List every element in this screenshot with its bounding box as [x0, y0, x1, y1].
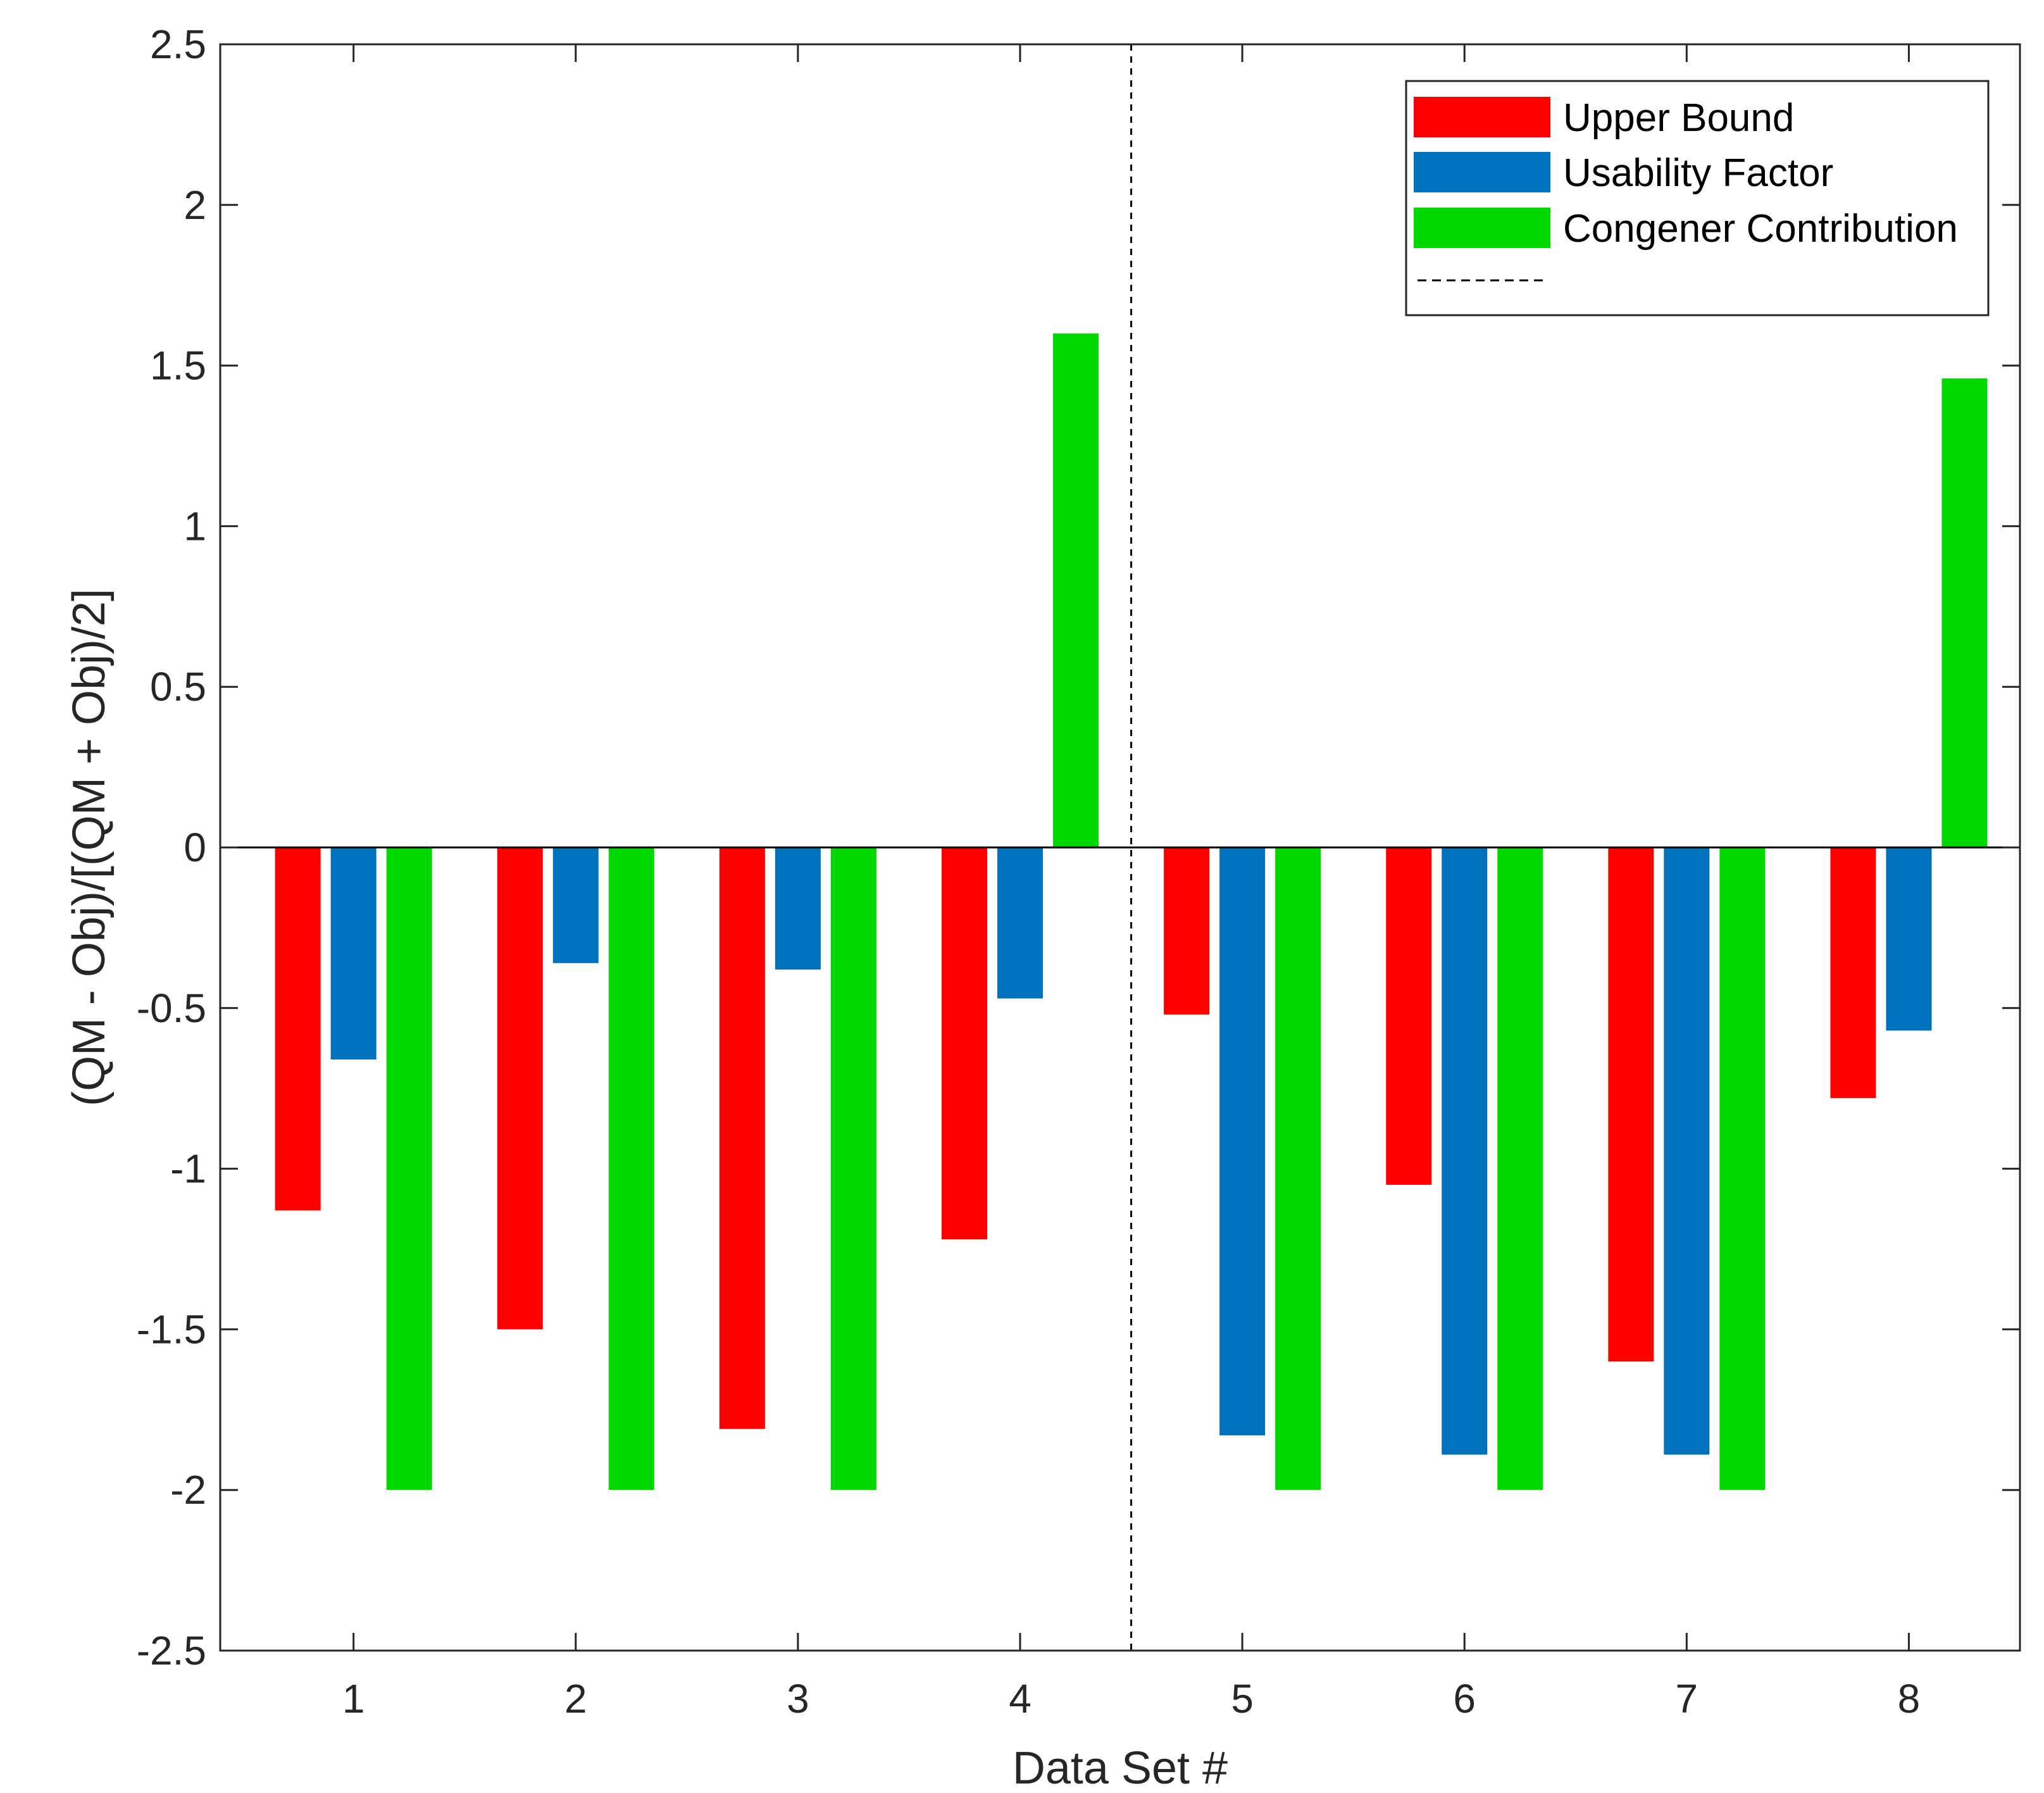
axes-box	[219, 43, 2021, 1652]
bar-usability-factor-3	[775, 847, 821, 970]
x-tick-label: 3	[787, 1676, 809, 1721]
bar-usability-factor-4	[997, 847, 1043, 999]
bar-upper-bound-7	[1608, 847, 1654, 1362]
bar-upper-bound-2	[497, 847, 543, 1330]
y-tick-label: 2	[184, 182, 206, 228]
y-tick-label: -0.5	[137, 985, 206, 1031]
legend-label-upper-bound: Upper Bound	[1563, 96, 1794, 140]
x-tick-label: 2	[564, 1676, 587, 1721]
x-axis-label: Data Set #	[1013, 1743, 1228, 1793]
bar-upper-bound-8	[1830, 847, 1876, 1098]
y-tick-label: -1.5	[137, 1306, 206, 1352]
bar-congener-contribution-6	[1497, 847, 1543, 1490]
bar-upper-bound-3	[719, 847, 765, 1429]
bar-upper-bound-1	[275, 847, 321, 1211]
bar-upper-bound-5	[1164, 847, 1210, 1015]
bar-upper-bound-6	[1386, 847, 1432, 1185]
legend-swatch-congener-contribution	[1414, 208, 1550, 248]
bar-usability-factor-6	[1442, 847, 1488, 1455]
legend: Upper Bound Usability Factor Congener Cont…	[1405, 80, 1990, 316]
bar-upper-bound-4	[942, 847, 987, 1240]
bar-usability-factor-1	[330, 847, 377, 1060]
bar-congener-contribution-7	[1719, 847, 1766, 1490]
bar-usability-factor-8	[1886, 847, 1932, 1031]
y-tick-label: -1	[170, 1146, 206, 1192]
x-tick-label: 1	[342, 1676, 365, 1721]
y-tick-label: -2.5	[137, 1628, 206, 1673]
y-tick-label: 0.5	[150, 664, 206, 709]
y-tick-label: 0	[184, 825, 206, 870]
x-tick-label: 7	[1676, 1676, 1698, 1721]
bar-usability-factor-2	[552, 847, 599, 963]
legend-label-usability-factor: Usability Factor	[1563, 151, 1833, 195]
y-axis-label: (QM - Obj)/[(QM + Obj)/2]	[64, 589, 115, 1106]
y-tick-label: 1.5	[150, 343, 206, 389]
x-tick-label: 5	[1231, 1676, 1254, 1721]
y-tick-label: -2	[170, 1467, 206, 1513]
x-tick-label: 8	[1898, 1676, 1921, 1721]
bar-congener-contribution-8	[1941, 378, 1988, 847]
bar-congener-contribution-4	[1053, 333, 1099, 847]
y-tick-label: 2.5	[150, 22, 206, 67]
legend-swatch-upper-bound	[1414, 97, 1550, 137]
y-tick-label: 1	[184, 503, 206, 549]
bar-usability-factor-5	[1219, 847, 1266, 1435]
x-tick-label: 6	[1453, 1676, 1476, 1721]
bar-congener-contribution-2	[608, 847, 654, 1490]
bars	[275, 333, 1988, 1490]
bar-congener-contribution-5	[1275, 847, 1321, 1490]
bar-usability-factor-7	[1664, 847, 1710, 1455]
legend-label-congener-contribution: Congener Contribution	[1563, 207, 1958, 251]
x-tick-label: 4	[1009, 1676, 1031, 1721]
bar-congener-contribution-1	[386, 847, 432, 1490]
legend-swatch-usability-factor	[1414, 152, 1550, 192]
axes: -2.5 -2 -1.5 -1 -0.5 0 0.5 1 1.5 2 2.5 1 2 3 4 5 6 7 8	[137, 22, 2021, 1721]
bar-congener-contribution-3	[830, 847, 876, 1490]
